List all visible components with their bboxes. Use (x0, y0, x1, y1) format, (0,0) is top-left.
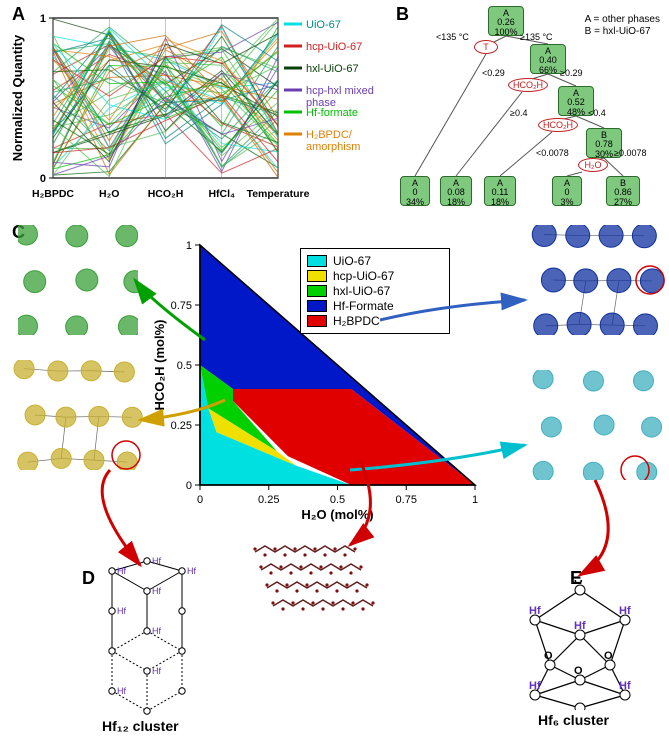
tree-split-oval: HCO₂H (508, 78, 548, 92)
svg-text:O: O (574, 665, 583, 677)
legend-row: H₂BPDC (307, 314, 443, 328)
svg-text:0.5: 0.5 (177, 360, 192, 372)
svg-text:Hf: Hf (117, 606, 126, 616)
svg-text:O: O (604, 650, 613, 662)
svg-text:Hf: Hf (187, 566, 196, 576)
svg-text:hcp-UiO-67: hcp-UiO-67 (306, 41, 362, 53)
svg-text:0.25: 0.25 (258, 494, 279, 506)
svg-text:Hf: Hf (117, 566, 126, 576)
legend-row: UiO-67 (307, 254, 443, 268)
swatch-icon (307, 285, 327, 297)
legend-label: hcp-UiO-67 (333, 269, 394, 283)
tree-node: B0.8627% (606, 176, 640, 206)
tree-edge-label: ≥0.4 (510, 108, 527, 118)
svg-text:Hf: Hf (117, 686, 126, 696)
hf12-cluster: Hf Hf Hf Hf Hf Hf Hf Hf (92, 556, 202, 716)
tree-node: A0.1118% (484, 176, 516, 206)
svg-text:Hf: Hf (152, 666, 161, 676)
tree-edge-label: <0.29 (482, 68, 505, 78)
swatch-icon (307, 300, 327, 312)
tree-split-oval: HCO₂H (538, 118, 578, 132)
svg-text:Hf: Hf (529, 605, 541, 617)
svg-text:0.5: 0.5 (330, 494, 345, 506)
tree-split-oval: T (474, 40, 498, 54)
svg-text:1: 1 (40, 13, 46, 25)
svg-text:HCO₂H: HCO₂H (148, 188, 184, 200)
svg-text:Temperature: Temperature (247, 188, 310, 200)
hf12-label: Hf₁₂ cluster (102, 718, 179, 734)
svg-text:0: 0 (40, 173, 46, 185)
svg-text:1: 1 (186, 240, 192, 252)
tree-edge-label: <0.4 (588, 108, 606, 118)
svg-text:Hf: Hf (619, 680, 631, 692)
legend-row: hcp-UiO-67 (307, 269, 443, 283)
svg-text:0.75: 0.75 (171, 300, 192, 312)
svg-text:O: O (574, 580, 583, 587)
hf6-cluster: O Hf Hf Hf O O O Hf Hf (510, 580, 650, 710)
struct-uio67 (525, 370, 665, 480)
svg-text:Hf: Hf (574, 620, 586, 632)
parallel-coords-chart: 0 1 Normalized Quantity H₂BPDC H₂O HCO₂H HfCl₄… (8, 8, 388, 203)
svg-text:H₂BPDC: H₂BPDC (32, 188, 74, 200)
svg-text:Hf: Hf (152, 626, 161, 636)
legend-row: hxl-UiO-67 (307, 284, 443, 298)
svg-text:H₂BPDC/amorphism: H₂BPDC/amorphism (306, 129, 360, 153)
tree-edge-label: <0.0078 (536, 148, 569, 158)
struct-h2bpdc (250, 540, 430, 620)
tree-node: A0.26100% (488, 6, 524, 36)
struct-hfformate (525, 225, 665, 335)
svg-text:0: 0 (197, 494, 203, 506)
tree-node: A03% (552, 176, 582, 206)
tree-edge-label: ≥0.0078 (614, 148, 646, 158)
tree-edge-label: ≥0.29 (560, 68, 582, 78)
svg-text:hxl-UiO-67: hxl-UiO-67 (306, 63, 359, 75)
tree-split-oval: H₂O (578, 158, 608, 172)
phase-legend: UiO-67hcp-UiO-67hxl-UiO-67Hf-FormateH₂BP… (300, 248, 450, 334)
svg-text:0.75: 0.75 (396, 494, 417, 506)
svg-text:hcp-hxl mixedphase: hcp-hxl mixedphase (306, 85, 374, 109)
tree-node: A0.0818% (440, 176, 472, 206)
svg-text:UiO-67: UiO-67 (306, 19, 341, 31)
svg-text:O: O (544, 650, 553, 662)
svg-text:0.25: 0.25 (171, 420, 192, 432)
tree-node: A034% (400, 176, 430, 206)
legend-label: UiO-67 (333, 254, 371, 268)
hf6-label: Hf₆ cluster (538, 712, 609, 728)
legend-row: Hf-Formate (307, 299, 443, 313)
svg-text:1: 1 (472, 494, 478, 506)
swatch-icon (307, 315, 327, 327)
tree-edge-label: ≥135 °C (520, 32, 553, 42)
svg-text:Hf: Hf (152, 556, 161, 566)
struct-hcp (6, 360, 146, 470)
legend-label: hxl-UiO-67 (333, 284, 390, 298)
legend-label: H₂BPDC (333, 314, 380, 328)
legend-label: Hf-Formate (333, 299, 394, 313)
svg-text:Hf-formate: Hf-formate (306, 107, 358, 119)
svg-text:HCO₂H (mol%): HCO₂H (mol%) (152, 320, 167, 411)
tree-edge-label: <135 °C (436, 32, 469, 42)
svg-text:Hf: Hf (152, 586, 161, 596)
swatch-icon (307, 255, 327, 267)
decision-tree: A = other phases B = hxl-UiO-67 A0.26100… (392, 6, 664, 211)
svg-text:H₂O (mol%): H₂O (mol%) (301, 507, 373, 522)
svg-text:Hf: Hf (619, 605, 631, 617)
struct-hxl (18, 225, 138, 335)
svg-text:HfCl₄: HfCl₄ (208, 188, 235, 200)
svg-text:0: 0 (186, 480, 192, 492)
swatch-icon (307, 270, 327, 282)
svg-text:H₂O: H₂O (99, 188, 119, 200)
svg-text:Normalized Quantity: Normalized Quantity (10, 34, 25, 161)
svg-text:Hf: Hf (529, 680, 541, 692)
